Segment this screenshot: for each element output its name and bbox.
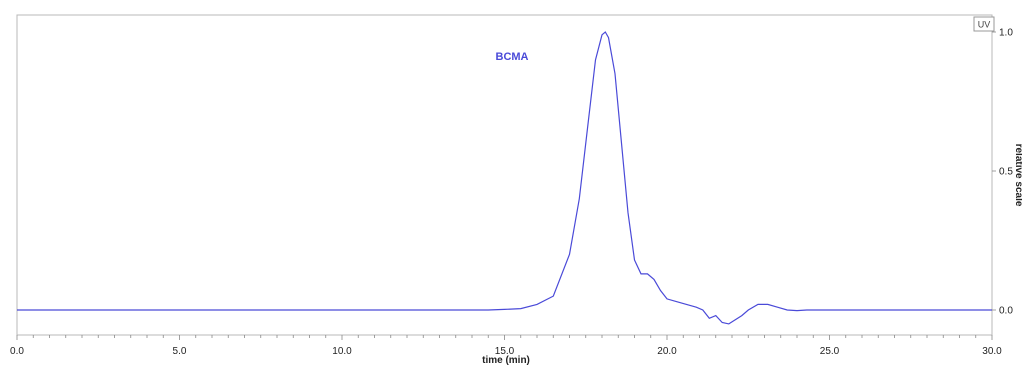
x-tick-label: 5.0 <box>173 346 187 357</box>
y-tick-label: 0.0 <box>999 306 1013 317</box>
legend-box: UV <box>973 16 995 32</box>
x-tick-label: 15.0 <box>495 346 515 357</box>
x-tick-label: 20.0 <box>657 346 677 357</box>
x-axis: 0.0 5.0 10.0 15.0 20.0 25.0 30.0 <box>10 335 1002 357</box>
x-tick-label: 25.0 <box>820 346 840 357</box>
peak-annotation-bcma: BCMA <box>496 51 529 63</box>
x-tick-label: 30.0 <box>982 346 1002 357</box>
uv-trace-line <box>17 31 992 325</box>
y-axis-title: relative scale <box>1013 144 1022 207</box>
x-tick-label: 10.0 <box>332 346 352 357</box>
legend-entry-uv: UV <box>978 20 991 30</box>
x-tick-label: 0.0 <box>10 346 24 357</box>
x-axis-title: time (min) <box>482 355 530 365</box>
y-tick-label: 1.0 <box>999 28 1013 39</box>
plot-frame <box>16 14 993 336</box>
y-axis: 0.0 0.5 1.0 <box>992 28 1013 317</box>
y-tick-label: 0.5 <box>999 167 1013 178</box>
